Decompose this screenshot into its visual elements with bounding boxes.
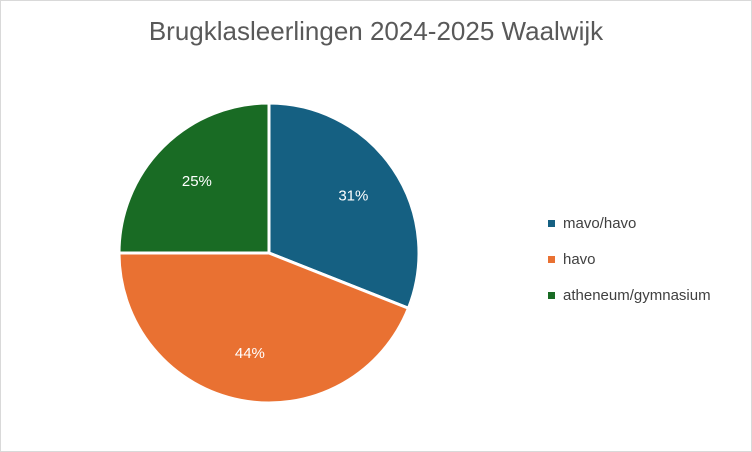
data-label: 44% xyxy=(235,345,265,362)
pie-slice-havo xyxy=(117,251,410,405)
pie-slice-mavo-havo xyxy=(267,101,421,310)
legend-swatch xyxy=(548,291,555,299)
data-label: 31% xyxy=(338,188,368,205)
legend-swatch xyxy=(548,219,555,227)
legend-swatch xyxy=(548,255,555,263)
chart-legend: mavo/havo havo atheneum/gymnasium xyxy=(548,205,711,313)
legend-label: atheneum/gymnasium xyxy=(563,286,711,304)
legend-label: mavo/havo xyxy=(563,214,637,232)
chart-title: Brugklasleerlingen 2024-2025 Waalwijk xyxy=(148,16,604,46)
pie-slice-atheneum-gymnasium xyxy=(117,101,271,255)
legend-item: havo xyxy=(548,241,711,277)
legend-item: atheneum/gymnasium xyxy=(548,277,711,313)
legend-item: mavo/havo xyxy=(548,205,711,241)
data-label: 25% xyxy=(182,173,212,190)
legend-label: havo xyxy=(563,250,596,268)
